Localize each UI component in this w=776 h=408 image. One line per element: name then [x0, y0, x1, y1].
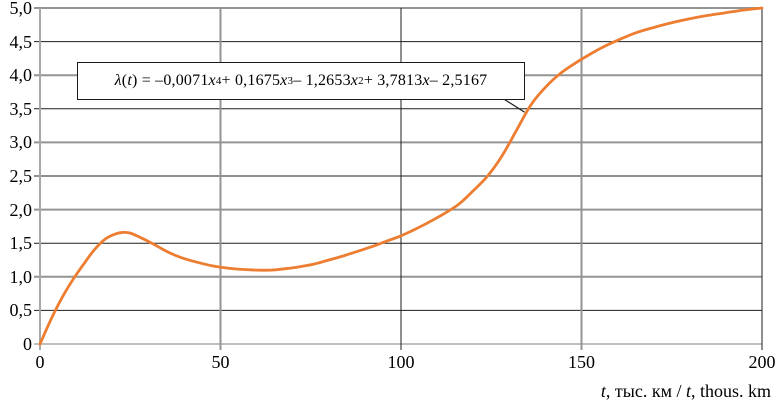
y-tick-label: 0,5 — [9, 300, 33, 321]
formula-text-run: t — [127, 72, 132, 89]
y-tick-label: 1,5 — [9, 233, 33, 254]
formula-text-run: t — [600, 381, 606, 401]
y-tick-label: 2,5 — [9, 166, 33, 186]
x-tick-label: 200 — [748, 352, 776, 372]
y-tick-label: 4,5 — [9, 31, 33, 52]
y-tick-label: 4,0 — [9, 65, 33, 86]
failure-rate-curve — [38, 6, 764, 346]
formula-text-run: ( — [121, 72, 128, 89]
x-tick-label: 0 — [35, 352, 45, 372]
y-tick-label: 1,0 — [9, 266, 33, 287]
formula-text-run: λ — [114, 72, 122, 89]
trendline-equation-box: λ(t) = –0,0071 x 4 + 0,1675 x 3 – 1,2653 x 2 +… — [77, 62, 525, 100]
formula-text-run: , тыс. км / — [605, 381, 686, 401]
formula-text-run: x — [422, 72, 430, 89]
formula-text-run: , thous. km — [690, 381, 771, 401]
y-tick-label: 0 — [23, 334, 32, 354]
formula-text-run: – 1,2653 — [293, 72, 351, 89]
formula-text-run: x — [280, 72, 288, 89]
formula-text-run: + 3,7813 — [363, 72, 423, 89]
formula-text-run: x — [350, 72, 359, 89]
x-tick-label: 150 — [568, 352, 595, 372]
formula-text-run: – 2,5167 — [429, 72, 488, 89]
formula-text-run: + 0,1675 — [221, 72, 281, 89]
formula-text-run: ) = –0,0071 — [131, 72, 209, 89]
y-tick-label: 3,0 — [9, 132, 33, 153]
x-tick-label: 100 — [387, 352, 415, 372]
x-axis-title: t, тыс. км / t, thous. km — [601, 381, 771, 402]
y-tick-label: 2,0 — [9, 199, 33, 220]
y-tick-label: 3,5 — [9, 98, 33, 119]
y-tick-label: 5,0 — [9, 0, 33, 18]
formula-text-run: x — [208, 72, 216, 89]
formula-text-run: t — [685, 381, 691, 401]
x-tick-label: 50 — [211, 352, 230, 372]
